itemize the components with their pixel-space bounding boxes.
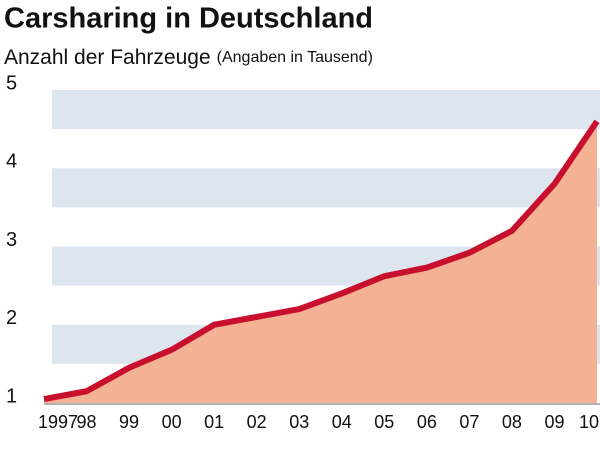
x-tick-label: 1997 <box>38 412 78 432</box>
x-tick-label: 10 <box>579 412 599 432</box>
stripe <box>52 90 600 130</box>
x-tick-label: 03 <box>289 412 309 432</box>
stripe <box>52 168 600 208</box>
y-tick-label: 2 <box>6 307 17 329</box>
chart-title: Carsharing in Deutschland <box>4 3 373 35</box>
x-tick-label: 04 <box>332 412 352 432</box>
x-tick-label: 98 <box>77 412 97 432</box>
x-tick-label: 05 <box>374 412 394 432</box>
x-tick-label: 07 <box>459 412 479 432</box>
y-tick-label: 1 <box>6 385 17 407</box>
y-tick-label: 3 <box>6 229 17 251</box>
x-tick-label: 00 <box>162 412 182 432</box>
note: (Angaben in Tausend) <box>217 49 373 66</box>
area <box>44 121 597 404</box>
x-tick-label: 99 <box>119 412 139 432</box>
x-tick-label: 09 <box>544 412 564 432</box>
x-tick-label: 08 <box>502 412 522 432</box>
x-tick-label: 06 <box>417 412 437 432</box>
y-tick-label: 5 <box>6 72 17 94</box>
subtitle: Anzahl der Fahrzeuge <box>4 46 211 69</box>
chart-subtitle: Anzahl der Fahrzeuge (Angaben in Tausend) <box>4 46 373 69</box>
x-tick-label: 02 <box>247 412 267 432</box>
line <box>43 119 600 403</box>
y-tick-label: 4 <box>6 151 17 173</box>
x-tick-label: 01 <box>204 412 224 432</box>
